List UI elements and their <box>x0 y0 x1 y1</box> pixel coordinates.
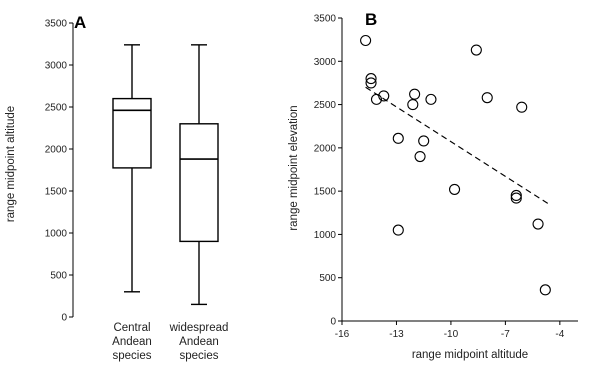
panel-b-y-tick-label: 1000 <box>314 230 337 241</box>
panel-a-y-tick-label: 1000 <box>45 229 68 240</box>
category-label-line: species <box>113 350 152 362</box>
panel-a-y-axis-label: range midpoint altitude <box>5 106 17 222</box>
scatter-point <box>365 77 377 89</box>
scatter-point <box>532 218 544 230</box>
box-iqr <box>179 123 219 243</box>
panel-a: A range midpoint altitude 0 500 1000 1500 20… <box>5 13 228 362</box>
panel-b-y-axis-label: range midpoint elevation <box>288 105 300 230</box>
panel-b-x-tick-label: -10 <box>444 329 459 340</box>
panel-a-letter: A <box>74 13 86 32</box>
scatter-point <box>392 224 404 236</box>
scatter-point <box>510 192 522 204</box>
box-2 <box>179 44 219 306</box>
scatter-point <box>425 93 437 105</box>
scatter-point <box>360 34 372 47</box>
panel-b-x-tick-label: -7 <box>501 329 510 340</box>
panel-b-x-tick-label: -16 <box>335 329 350 340</box>
category-label-line: Central <box>113 322 150 334</box>
panel-a-y-tick-label: 0 <box>61 313 67 324</box>
panel-b-y-tick-label: 0 <box>330 317 336 328</box>
category-label-line: widespread <box>169 322 229 334</box>
scatter-point <box>449 183 461 195</box>
category-label-line: species <box>180 350 219 362</box>
panel-b-x-tick-label: -13 <box>389 329 404 340</box>
panel-b: B range midpoint elevation range midpoin… <box>288 10 578 361</box>
category-label-line: Andean <box>179 336 219 348</box>
panel-b-y-tick-label: 1500 <box>314 187 337 198</box>
scatter-point <box>418 135 430 147</box>
scatter-point <box>481 92 493 104</box>
box-1 <box>112 44 152 293</box>
panel-b-y-tick-label: 2500 <box>314 100 337 111</box>
panel-a-axes: 0 500 1000 1500 2000 2500 3000 3500 <box>45 19 74 324</box>
scatter-point <box>516 101 528 113</box>
panel-b-y-tick-label: 500 <box>319 273 336 284</box>
panel-b-y-tick-label: 3500 <box>314 14 337 25</box>
panel-a-y-tick-label: 2500 <box>45 103 68 114</box>
panel-b-x-tick-label: -4 <box>555 329 564 340</box>
panel-b-trendline-group <box>365 86 550 205</box>
category-label-line: Andean <box>112 336 152 348</box>
scatter-point <box>470 44 482 56</box>
panel-b-y-tick-label: 2000 <box>314 143 337 154</box>
panel-a-category-labels: Central Andean species widespread Andean spec… <box>112 322 228 362</box>
scatter-point <box>407 99 419 111</box>
scatter-point <box>414 150 426 163</box>
scatter-point <box>539 284 551 296</box>
panel-b-letter: B <box>365 10 377 29</box>
scatter-point <box>392 132 404 144</box>
scatter-point <box>409 88 421 100</box>
trendline <box>365 86 550 205</box>
panel-a-y-tick-label: 500 <box>50 271 67 282</box>
panel-a-boxes <box>112 44 219 306</box>
panel-a-y-tick-label: 2000 <box>45 145 68 156</box>
box-iqr <box>112 97 152 169</box>
panel-a-y-tick-label: 3500 <box>45 19 68 30</box>
scatter-point <box>378 90 390 102</box>
panel-b-x-axis-label: range midpoint altitude <box>412 349 528 361</box>
panel-b-axes: 0 500 1000 1500 2000 2500 3000 3500 -16 -13 -10 -7 -… <box>314 14 578 340</box>
scatter-point <box>510 189 522 202</box>
scatter-point <box>365 73 377 85</box>
scatter-point <box>370 93 383 105</box>
panel-b-points <box>360 34 551 296</box>
panel-a-y-tick-label: 1500 <box>45 187 68 198</box>
panel-a-y-tick-label: 3000 <box>45 61 68 72</box>
panel-b-y-tick-label: 3000 <box>314 57 337 68</box>
